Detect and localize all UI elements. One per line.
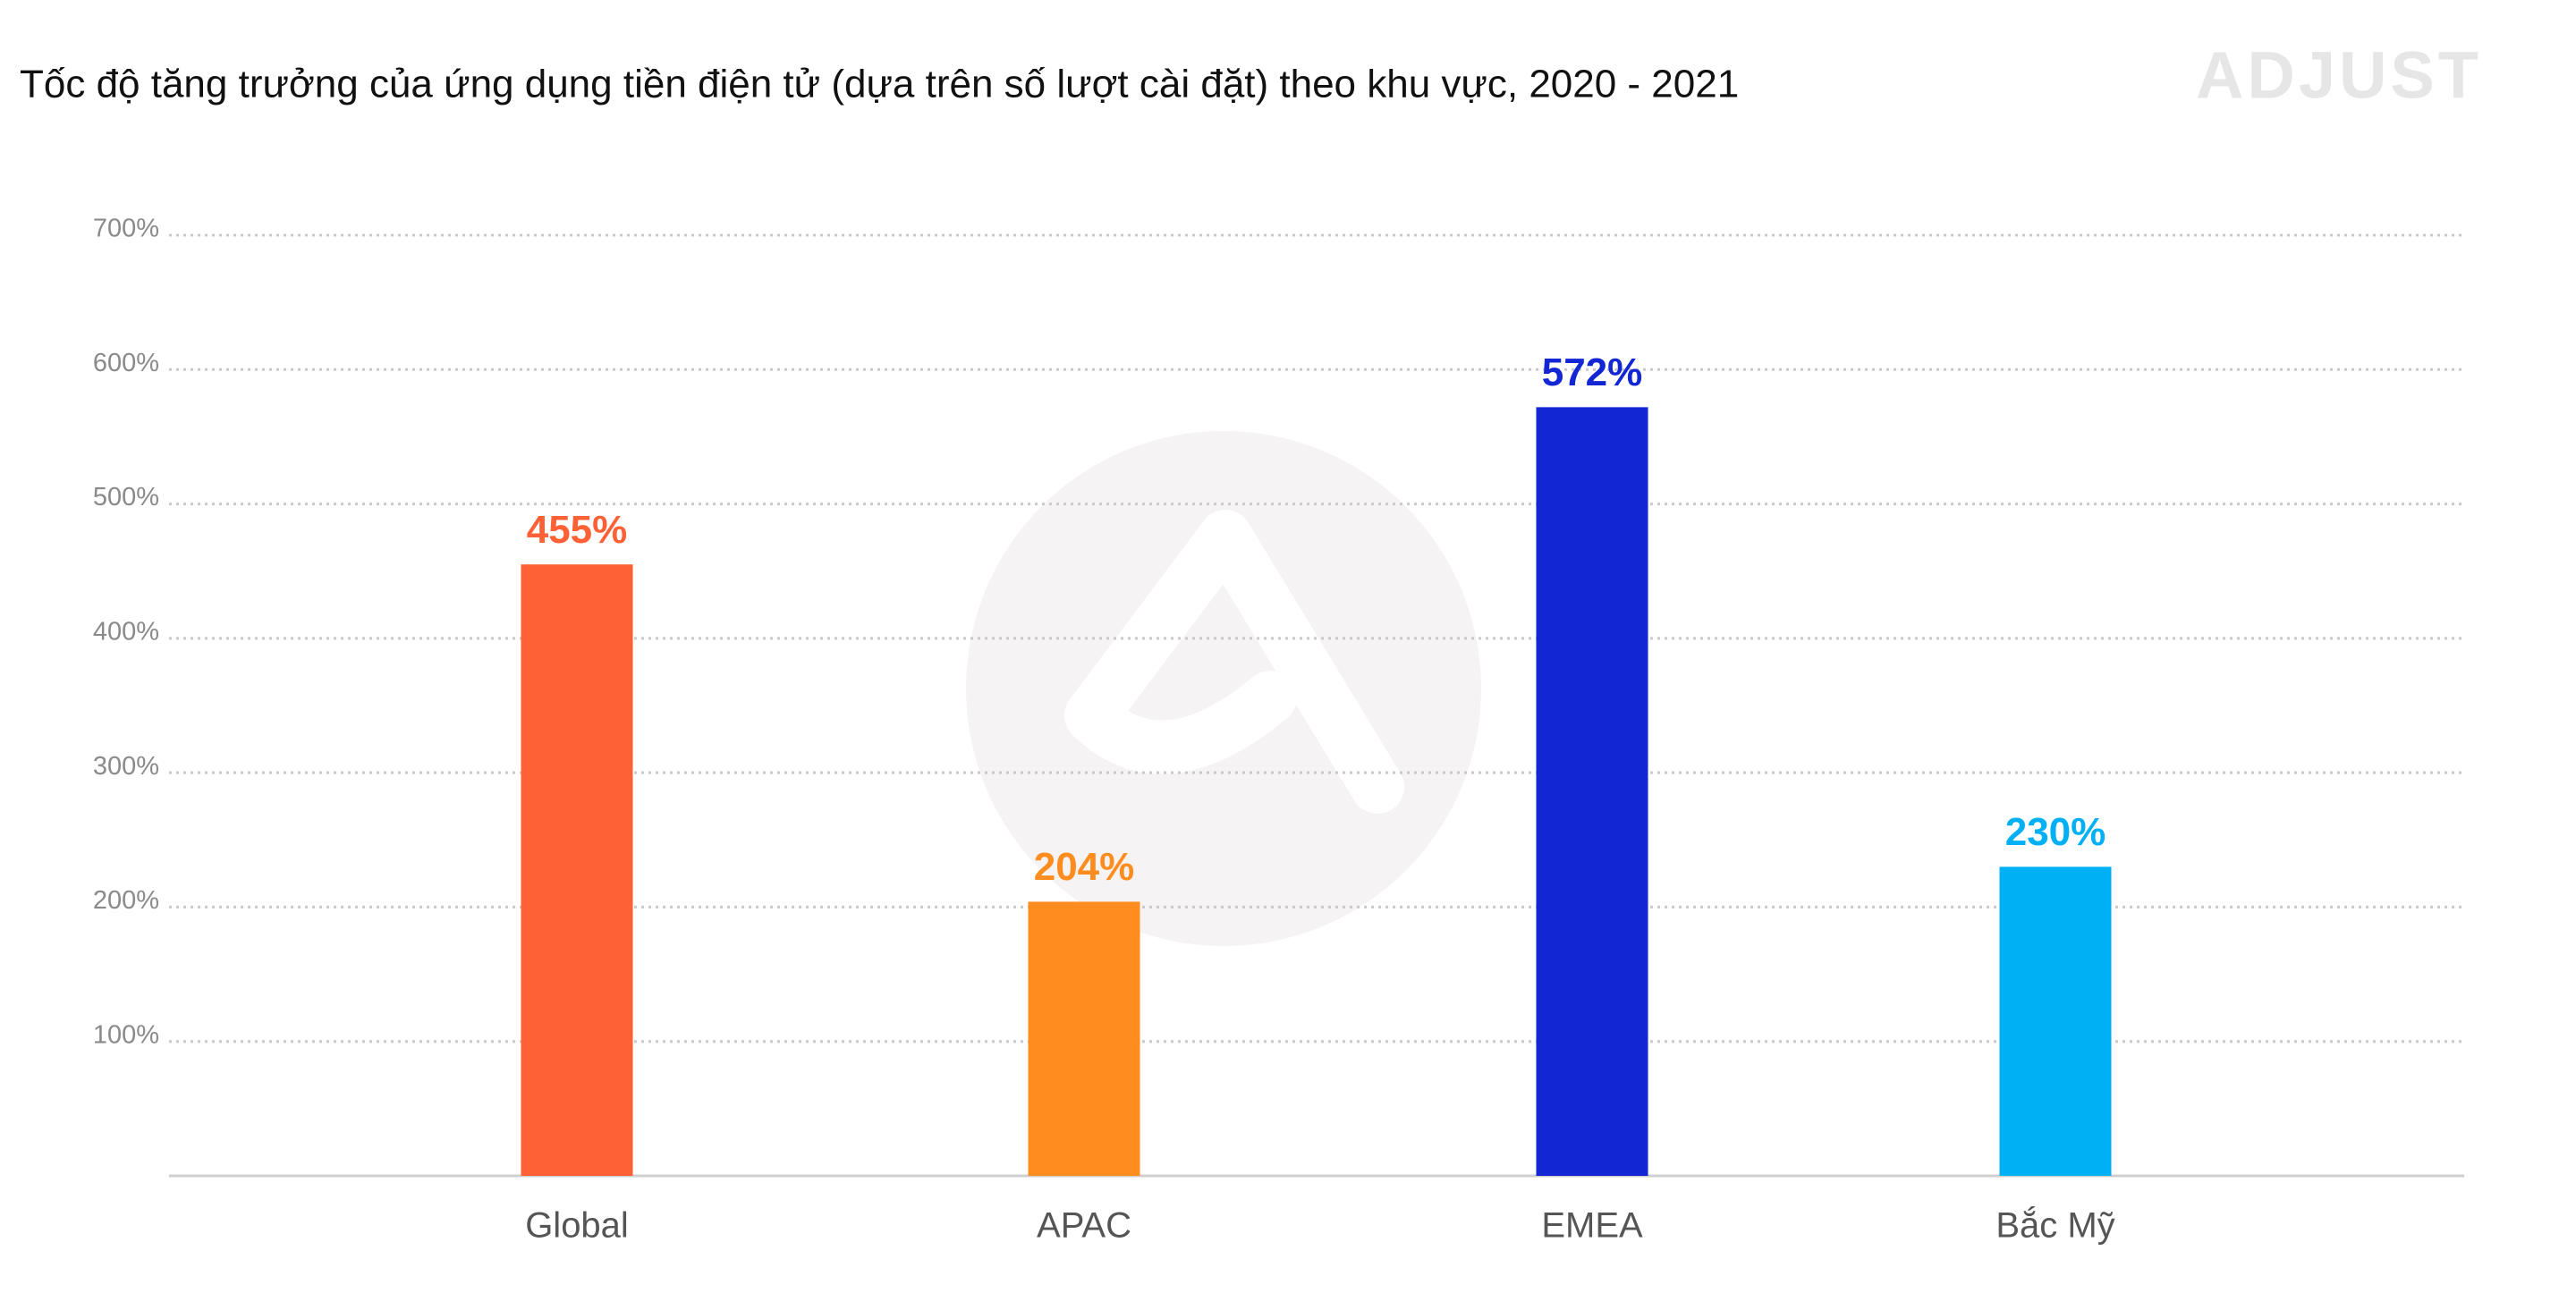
x-tick-label: Bắc Mỹ	[1996, 1205, 2114, 1246]
value-label: 204%	[1034, 845, 1135, 889]
x-tick-label: APAC	[1037, 1206, 1131, 1246]
y-tick-label: 300%	[93, 752, 159, 781]
x-tick-label: EMEA	[1541, 1206, 1643, 1246]
value-label: 455%	[527, 508, 628, 552]
logo: ADJUST	[2196, 38, 2482, 113]
watermark-glyph	[1064, 510, 1404, 814]
y-tick-label: 700%	[93, 215, 159, 243]
value-label: 230%	[2005, 810, 2106, 854]
y-tick-label: 200%	[93, 886, 159, 915]
y-tick-label: 500%	[93, 483, 159, 511]
x-tick-label: Global	[525, 1206, 629, 1246]
y-tick-label: 100%	[93, 1020, 159, 1049]
bar	[1028, 901, 1140, 1176]
bar	[1999, 866, 2112, 1176]
bar	[1536, 407, 1648, 1176]
chart-title: Tốc độ tăng trưởng của ứng dụng tiền điệ…	[20, 63, 1739, 106]
bar	[521, 564, 633, 1176]
y-tick-label: 400%	[93, 618, 159, 647]
watermark	[966, 431, 1481, 946]
value-label: 572%	[1542, 351, 1643, 394]
y-tick-label: 600%	[93, 349, 159, 377]
